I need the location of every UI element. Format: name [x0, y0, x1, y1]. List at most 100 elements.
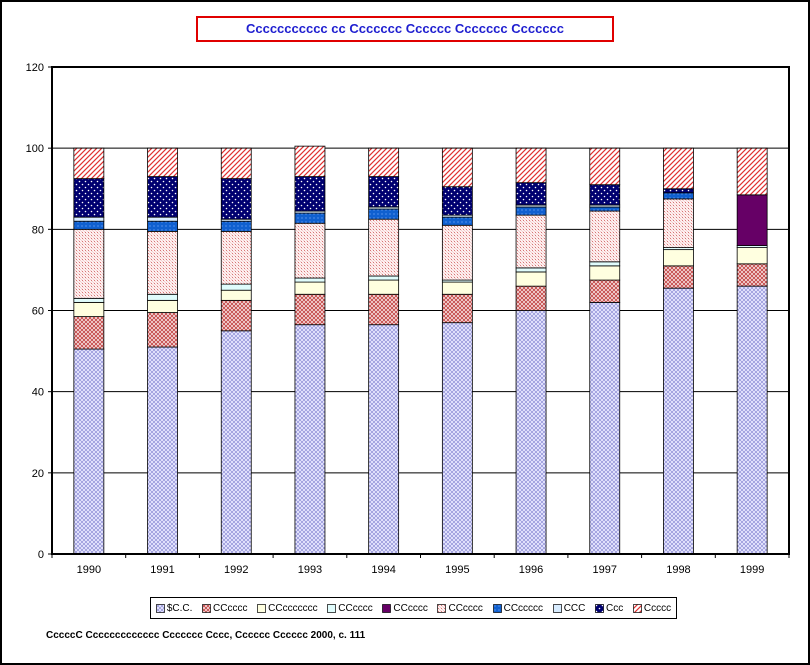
bar-segment — [147, 293, 178, 301]
legend-swatch — [595, 603, 604, 613]
legend-swatch — [155, 603, 165, 613]
bar-segment — [663, 192, 694, 200]
bar-segment — [368, 176, 400, 208]
legend-item: CCcccc — [382, 602, 428, 614]
legend-label: Ccccc — [643, 602, 672, 614]
legend-item: CCcccc — [437, 602, 483, 614]
y-tick-label: 80 — [32, 224, 44, 236]
bar-segment — [441, 186, 473, 216]
bar-segment — [147, 147, 178, 177]
x-tick-label: 1990 — [77, 564, 101, 576]
bar-segment — [147, 176, 178, 218]
legend-label: CCC — [563, 602, 586, 614]
x-tick-label: 1998 — [666, 564, 690, 576]
bar-segment — [441, 281, 473, 295]
x-tick-label: 1992 — [224, 564, 248, 576]
legend-item: Ccccc — [633, 603, 671, 614]
bar-segment — [663, 198, 694, 248]
legend-label: CCcccc — [393, 602, 428, 614]
bar-segment — [589, 147, 621, 186]
legend-swatch — [202, 603, 211, 613]
bar-segment — [73, 316, 105, 350]
bar-segment — [368, 279, 400, 295]
bar-segment — [515, 214, 547, 269]
bar-segment — [73, 147, 105, 180]
bar-segment — [515, 182, 547, 206]
y-tick-label: 20 — [32, 468, 44, 480]
x-tick-label: 1999 — [740, 564, 764, 576]
legend-label: CCcccc — [213, 602, 248, 614]
bar-segment — [294, 281, 326, 295]
legend-item: CCC — [552, 602, 586, 614]
bar-segment — [368, 293, 400, 326]
bar-segment — [73, 216, 105, 222]
plot-border — [51, 66, 790, 555]
bar-segment — [441, 147, 473, 188]
bar-segment — [220, 178, 252, 220]
bar-segment — [294, 277, 326, 283]
bar-segment — [294, 212, 326, 224]
bar-segment — [515, 285, 547, 311]
bar-segment — [368, 218, 400, 277]
x-tick-label: 1996 — [519, 564, 543, 576]
legend-label: CCccccc — [503, 602, 544, 614]
legend-label: CCcccc — [448, 602, 483, 614]
legend-swatch — [633, 603, 642, 613]
bar-segment — [147, 346, 178, 555]
bar-segment — [736, 194, 768, 246]
bar-segment — [147, 299, 178, 313]
bar-segment — [515, 147, 547, 184]
legend-label: $C.C. — [166, 602, 193, 614]
legend-swatch — [327, 603, 337, 613]
bar-segment — [736, 147, 768, 196]
bar-segment — [220, 147, 252, 180]
chart-title: Ccccccccccc cc Ccccccc Cccccc Ccccccc Cc… — [196, 16, 614, 42]
legend-item: CCccccc — [492, 602, 544, 614]
bar-segment — [220, 220, 252, 232]
legend-swatch — [437, 603, 447, 613]
legend-label: CCcccc — [338, 602, 373, 614]
bar-segment — [515, 206, 547, 216]
bar-segment — [736, 263, 768, 287]
bar-segment — [73, 301, 105, 317]
bar-segment — [294, 324, 326, 555]
bar-segment — [73, 228, 105, 299]
legend-swatch — [492, 603, 502, 613]
bar-segment — [147, 216, 178, 222]
legend-swatch — [552, 603, 562, 613]
bar-segment — [589, 261, 621, 267]
legend-item: CCcccc — [327, 602, 373, 614]
bar-segment — [441, 322, 473, 555]
bar-segment — [368, 324, 400, 555]
bar-segment — [589, 265, 621, 281]
bar-segment — [220, 299, 252, 332]
bar-segment — [147, 220, 178, 232]
bar-segment — [663, 249, 694, 267]
bar-segment — [589, 210, 621, 263]
source-note: CccccC Ccccccccccccc Ccccccc Cccc, Ccccc… — [46, 630, 366, 641]
bar-segment — [73, 178, 105, 218]
legend-item: Ccc — [595, 603, 623, 614]
bar-segment — [589, 184, 621, 206]
bar-segment — [73, 220, 105, 230]
bar-segment — [294, 145, 326, 177]
bar-segment — [220, 289, 252, 301]
y-tick-label: 120 — [26, 62, 44, 74]
bar-segment — [73, 297, 105, 303]
bar-segment — [220, 230, 252, 285]
x-tick-label: 1991 — [150, 564, 174, 576]
y-tick-label: 40 — [32, 387, 44, 399]
bar-segment — [294, 176, 326, 212]
bar-segment — [368, 208, 400, 220]
bar-segment — [736, 247, 768, 265]
bar-segment — [589, 279, 621, 303]
y-tick-label: 0 — [38, 549, 44, 561]
bar-segment — [736, 285, 768, 555]
bar-segment — [220, 283, 252, 291]
y-tick-label: 60 — [32, 306, 44, 318]
bar-segment — [663, 188, 694, 194]
bar-segment — [589, 206, 621, 212]
bar-segment — [147, 230, 178, 295]
bar-segment — [147, 312, 178, 348]
